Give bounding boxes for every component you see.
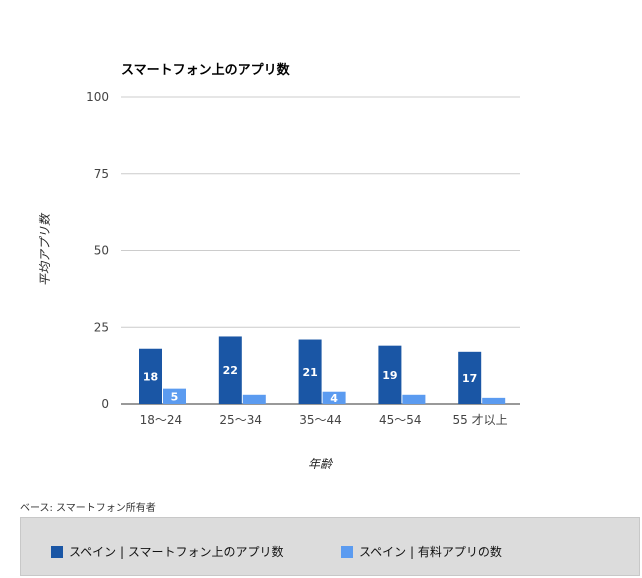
bar-data-label: 17: [462, 372, 477, 385]
x-tick-label: 35〜44: [299, 413, 342, 427]
bar-data-label: 19: [382, 369, 397, 382]
bar[interactable]: [139, 348, 162, 404]
legend-item-apps[interactable]: スペイン | スマートフォン上のアプリ数: [51, 543, 283, 560]
bar-data-label: 4: [330, 392, 338, 405]
x-tick-label: 18〜24: [140, 413, 183, 427]
bar[interactable]: [298, 339, 322, 404]
bars: 18 5 22 21 4 19 17: [139, 336, 506, 405]
base-note: ベース: スマートフォン所有者: [20, 503, 156, 514]
bar[interactable]: [402, 394, 426, 404]
y-axis-label: 平均アプリ数: [38, 212, 52, 286]
bar[interactable]: [218, 336, 242, 404]
legend-label-apps: スペイン | スマートフォン上のアプリ数: [69, 545, 284, 559]
chart-title: スマートフォン上のアプリ数: [121, 62, 291, 78]
y-tick-label: 25: [94, 320, 109, 334]
y-tick-label: 50: [94, 244, 109, 258]
x-tick-label: 25〜34: [219, 413, 262, 427]
bar-data-label: 18: [143, 370, 158, 383]
bar-data-label: 21: [302, 366, 317, 379]
bar-data-label: 22: [223, 364, 238, 377]
bar-data-label: 5: [171, 390, 179, 403]
y-tick-label: 75: [94, 167, 109, 181]
legend: スペイン | スマートフォン上のアプリ数 スペイン | 有料アプリの数: [20, 517, 640, 576]
legend-item-paid-apps[interactable]: スペイン | 有料アプリの数: [341, 543, 502, 560]
legend-swatch-paid-apps: [341, 545, 353, 558]
y-tick-label: 100: [86, 90, 109, 104]
chart: スマートフォン上のアプリ数 0 25 50 75 100 18 5 22 21 4 19 17 18…: [38, 62, 520, 471]
x-axis-label: 年齢: [308, 457, 334, 471]
legend-label-paid-apps: スペイン | 有料アプリの数: [359, 545, 502, 559]
bar[interactable]: [458, 351, 482, 404]
x-axis: 18〜24 25〜34 35〜44 45〜54 55 才以上: [140, 413, 508, 427]
bar[interactable]: [378, 345, 402, 404]
x-tick-label: 55 才以上: [453, 413, 508, 427]
legend-swatch-apps: [51, 545, 63, 558]
x-tick-label: 45〜54: [379, 413, 422, 427]
bar[interactable]: [242, 394, 266, 404]
bar[interactable]: [163, 388, 186, 404]
y-axis: 0 25 50 75 100: [86, 90, 109, 411]
bar[interactable]: [482, 397, 506, 404]
y-tick-label: 0: [101, 397, 109, 411]
bar[interactable]: [322, 391, 346, 404]
